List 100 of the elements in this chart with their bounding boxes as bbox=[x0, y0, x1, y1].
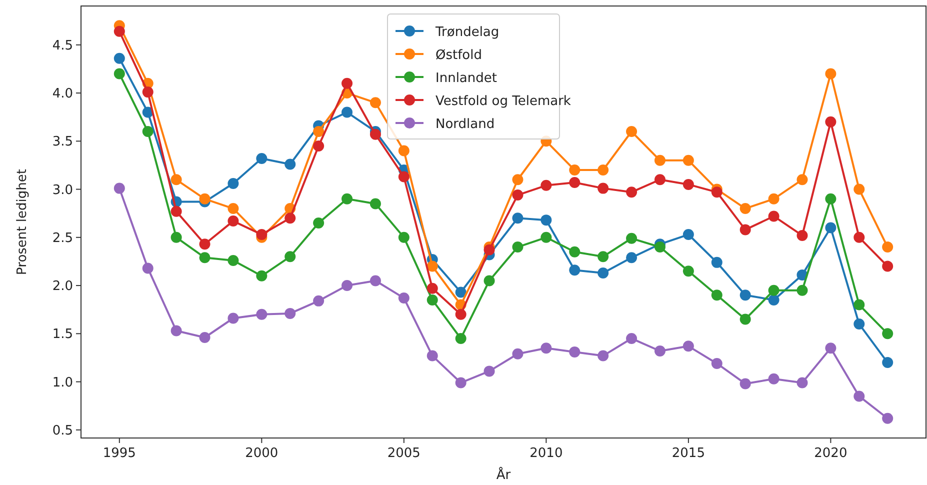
point bbox=[598, 164, 609, 176]
point bbox=[114, 52, 125, 64]
point bbox=[569, 346, 580, 358]
point bbox=[682, 229, 694, 240]
point bbox=[654, 174, 666, 186]
point bbox=[540, 342, 552, 354]
point bbox=[740, 290, 751, 301]
point bbox=[199, 332, 210, 344]
point bbox=[484, 366, 495, 377]
point bbox=[882, 260, 894, 272]
x-tick-label: 2010 bbox=[530, 446, 563, 461]
point bbox=[142, 262, 154, 274]
legend-label: Østfold bbox=[436, 48, 482, 63]
point bbox=[768, 210, 780, 222]
point bbox=[854, 184, 865, 195]
point bbox=[426, 282, 438, 294]
point bbox=[654, 345, 666, 356]
point bbox=[284, 308, 296, 319]
point bbox=[768, 294, 780, 306]
y-tick-label: 4.0 bbox=[52, 86, 73, 102]
point bbox=[512, 190, 524, 201]
point bbox=[711, 186, 722, 198]
point bbox=[882, 328, 894, 340]
point bbox=[512, 348, 524, 360]
y-tick-label: 1.5 bbox=[52, 327, 73, 342]
point bbox=[284, 251, 296, 262]
point bbox=[398, 171, 410, 182]
point bbox=[284, 158, 296, 170]
legend-label: Trøndelag bbox=[434, 25, 500, 40]
point bbox=[882, 357, 894, 368]
point bbox=[455, 377, 466, 388]
point bbox=[598, 182, 609, 194]
point bbox=[313, 126, 324, 138]
point bbox=[426, 260, 438, 272]
point bbox=[342, 280, 353, 292]
point bbox=[484, 244, 495, 256]
point bbox=[170, 325, 182, 336]
point bbox=[170, 206, 182, 217]
point bbox=[342, 78, 353, 89]
point bbox=[228, 216, 239, 227]
point bbox=[854, 390, 865, 402]
point bbox=[569, 246, 580, 258]
point bbox=[199, 193, 210, 204]
point bbox=[796, 230, 808, 241]
point bbox=[398, 145, 410, 156]
point bbox=[512, 242, 524, 253]
point bbox=[228, 255, 239, 266]
point bbox=[426, 294, 438, 306]
point bbox=[626, 252, 638, 264]
point bbox=[882, 412, 894, 424]
point bbox=[540, 214, 552, 226]
point bbox=[484, 275, 495, 286]
y-tick-label: 3.5 bbox=[52, 134, 73, 150]
point bbox=[796, 174, 808, 186]
point bbox=[740, 314, 751, 325]
point bbox=[796, 377, 808, 388]
point bbox=[711, 290, 722, 301]
point bbox=[455, 286, 466, 298]
point bbox=[682, 178, 694, 190]
point bbox=[342, 193, 353, 204]
point bbox=[426, 350, 438, 362]
point bbox=[768, 193, 780, 204]
point bbox=[284, 212, 296, 224]
y-tick-label: 2.5 bbox=[52, 230, 73, 246]
y-tick-label: 4.5 bbox=[52, 38, 73, 54]
point bbox=[398, 292, 410, 304]
x-tick-label: 2000 bbox=[245, 446, 278, 461]
point bbox=[654, 154, 666, 166]
point bbox=[228, 178, 239, 189]
point bbox=[114, 26, 125, 37]
point bbox=[256, 152, 268, 164]
point bbox=[682, 154, 694, 166]
point bbox=[796, 284, 808, 296]
point bbox=[598, 350, 609, 362]
point bbox=[740, 378, 751, 390]
point bbox=[540, 232, 552, 243]
point bbox=[711, 256, 722, 268]
point bbox=[256, 270, 268, 282]
point bbox=[199, 238, 210, 250]
x-tick-label: 2020 bbox=[814, 446, 848, 461]
point bbox=[114, 68, 125, 80]
point bbox=[825, 193, 836, 204]
point bbox=[398, 232, 410, 243]
point bbox=[825, 68, 836, 80]
point bbox=[882, 242, 894, 253]
point bbox=[512, 174, 524, 186]
point bbox=[598, 251, 609, 262]
point bbox=[569, 164, 580, 176]
point bbox=[170, 232, 182, 243]
point bbox=[313, 140, 324, 152]
point bbox=[711, 358, 722, 369]
point bbox=[540, 180, 552, 191]
point bbox=[825, 116, 836, 128]
point bbox=[854, 318, 865, 330]
point bbox=[569, 264, 580, 276]
x-axis-title: År bbox=[496, 466, 512, 483]
point bbox=[228, 312, 239, 324]
point bbox=[768, 373, 780, 384]
point bbox=[142, 86, 154, 98]
point bbox=[170, 174, 182, 186]
